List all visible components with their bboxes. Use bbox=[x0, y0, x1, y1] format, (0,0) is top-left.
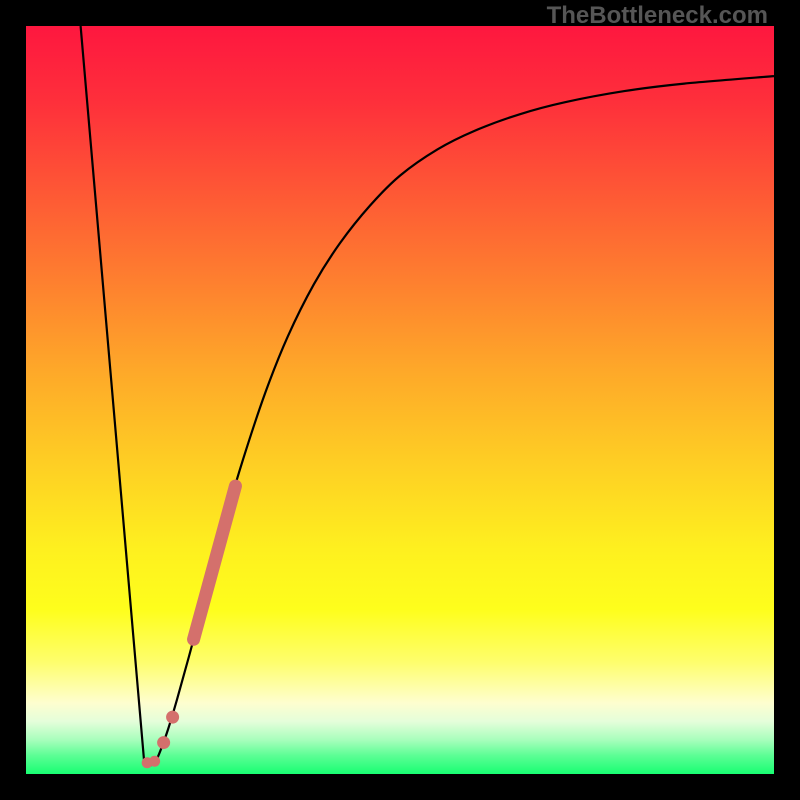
highlight-dot-3 bbox=[149, 756, 160, 767]
watermark-text: TheBottleneck.com bbox=[547, 2, 768, 30]
highlight-segment bbox=[194, 486, 236, 639]
chart-svg bbox=[26, 26, 774, 774]
highlight-dot-0 bbox=[157, 736, 170, 749]
chart-frame: TheBottleneck.com bbox=[0, 0, 800, 800]
highlight-dot-1 bbox=[166, 711, 179, 724]
bottleneck-curve bbox=[81, 26, 774, 765]
plot-area bbox=[26, 26, 774, 774]
